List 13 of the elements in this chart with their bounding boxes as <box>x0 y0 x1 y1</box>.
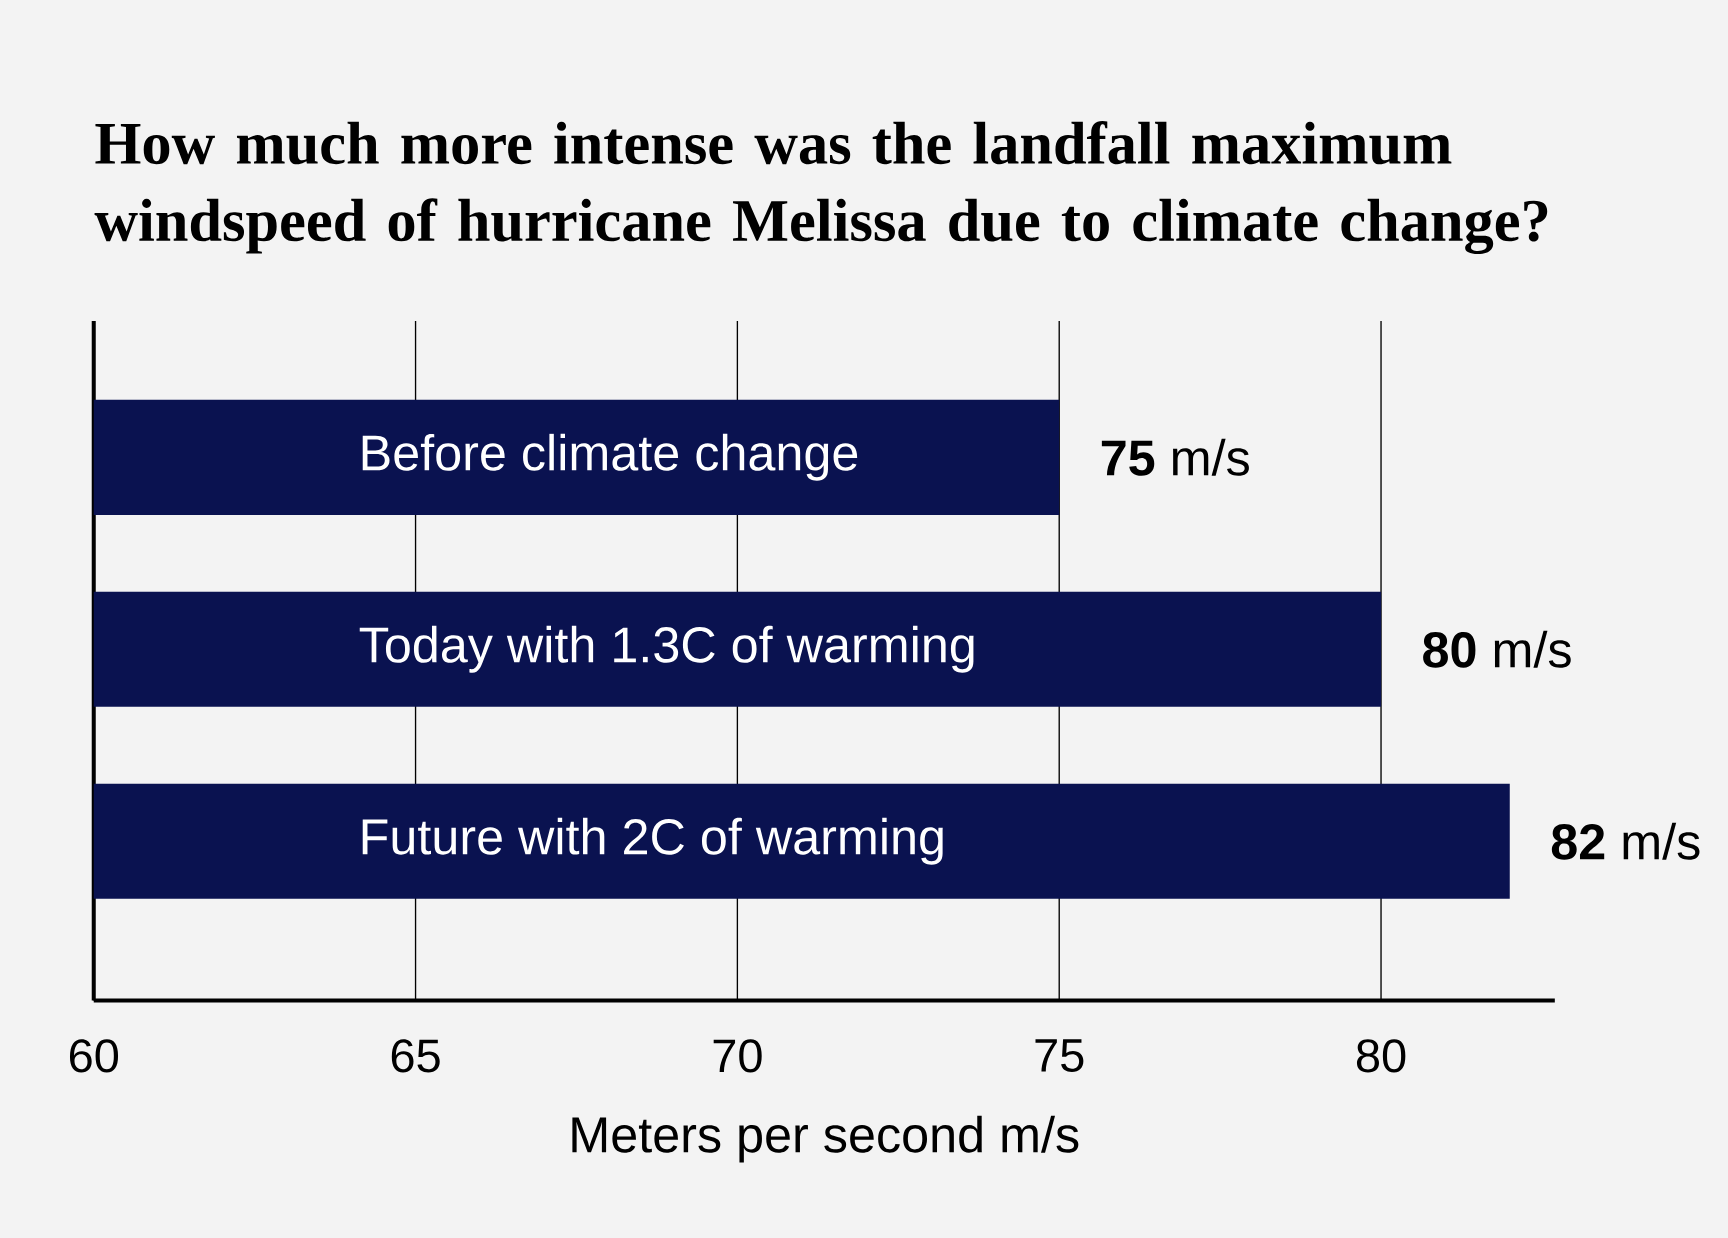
data-label: 82 m/s <box>1551 822 1700 860</box>
x-axis-title: Meters per second m/s <box>572 1115 1079 1163</box>
data-label: 75 m/s <box>1101 438 1249 476</box>
y-tick-label: Future with 2C of warming <box>362 817 943 865</box>
x-tick-label: 80 <box>1356 1039 1406 1073</box>
data-label: 80 m/s <box>1423 630 1571 668</box>
x-tick-label: 75 <box>1035 1039 1084 1072</box>
y-tick-label: Today with 1.3C of warming <box>359 625 974 673</box>
chart-title: How much more intense was the landfall maximum windspeed of hurricane Melissa due to climate change? <box>94 120 1548 254</box>
x-tick-label: 60 <box>69 1039 119 1073</box>
x-tick-label: 70 <box>713 1039 762 1073</box>
x-tick-label: 65 <box>391 1039 440 1073</box>
y-tick-label: Before climate change <box>362 433 858 481</box>
